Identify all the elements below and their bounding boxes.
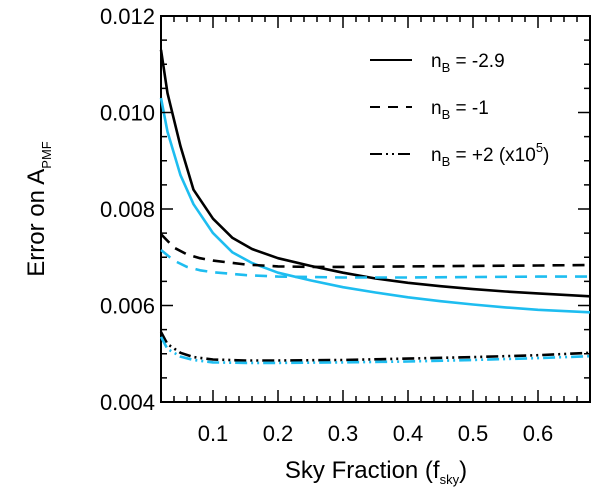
legend-label-dashdotdot: nB = +2 (x105) <box>431 140 549 169</box>
y-axis-title: Error on APMF <box>23 141 54 277</box>
y-tick-labels: 0.004 0.006 0.008 0.010 0.012 <box>100 4 155 415</box>
y-tick-label: 0.010 <box>100 101 155 126</box>
x-tick-label: 0.2 <box>263 421 294 446</box>
legend-label-solid: nB = -2.9 <box>431 51 505 75</box>
series-line-black-dashed-2 <box>160 233 591 269</box>
x-axis-title: Sky Fraction (fsky) <box>285 457 467 487</box>
x-tick-labels: 0.1 0.2 0.3 0.4 0.5 0.6 <box>198 421 554 446</box>
legend: nB = -2.9 nB = -1 nB = +2 (x105) <box>370 51 549 169</box>
series-line-cyan-solid-1 <box>159 97 591 314</box>
y-tick-label: 0.012 <box>100 4 155 29</box>
y-tick-label: 0.004 <box>100 390 155 415</box>
series-line-black-dashdotdot-4 <box>159 331 591 362</box>
series-layer <box>159 49 591 365</box>
x-tick-label: 0.3 <box>328 421 359 446</box>
x-tick-label: 0.5 <box>458 421 489 446</box>
series-line-black-solid-0 <box>159 49 591 298</box>
y-tick-label: 0.006 <box>100 294 155 319</box>
x-tick-label: 0.6 <box>523 421 554 446</box>
y-tick-label: 0.008 <box>100 197 155 222</box>
series-line-cyan-dashed-3 <box>160 248 590 279</box>
x-tick-label: 0.4 <box>393 421 424 446</box>
tick-layer <box>160 15 591 403</box>
legend-label-dashed: nB = -1 <box>431 98 489 122</box>
plot-frame <box>160 15 591 403</box>
x-tick-label: 0.1 <box>198 421 229 446</box>
